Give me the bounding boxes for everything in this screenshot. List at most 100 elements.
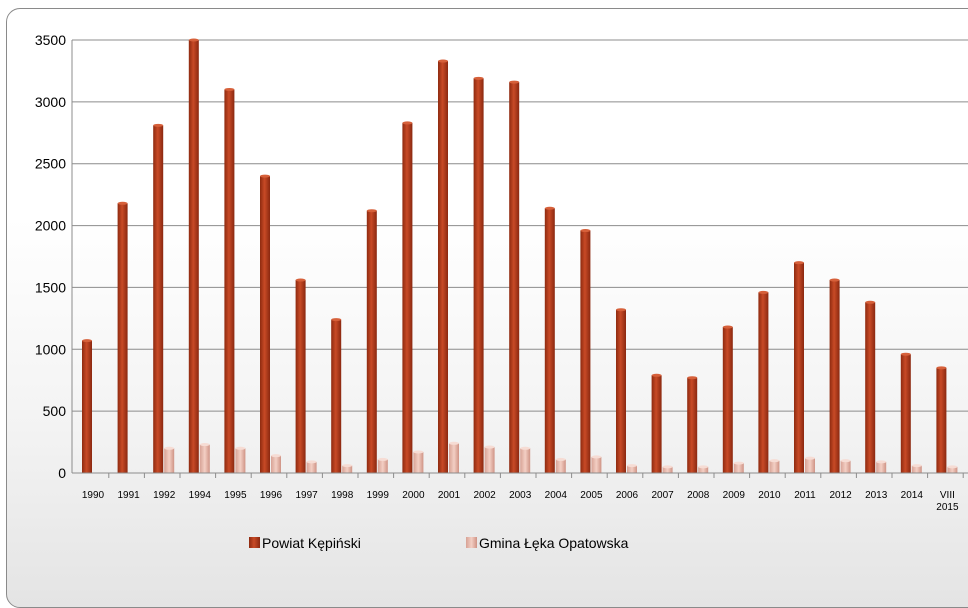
bar-gmina-1994: [199, 444, 210, 473]
bar-gmina-1998: [342, 465, 353, 473]
legend: Powiat Kępiński Gmina Łęka Opatowska: [249, 535, 629, 551]
bar-powiat-1997: [295, 280, 306, 473]
bar-cap: [805, 456, 815, 460]
x-tick-label: 1998: [331, 490, 354, 501]
legend-swatch-powiat: [249, 537, 260, 548]
bars: [82, 38, 958, 474]
bar-cap: [947, 465, 958, 469]
bar-cap: [366, 209, 377, 213]
x-tick-label: 1992: [153, 490, 176, 501]
bar-powiat-2005: [580, 230, 591, 473]
x-tick-label: 1994: [189, 490, 212, 501]
y-tick-label: 3000: [35, 94, 66, 110]
bar-cap: [164, 446, 175, 450]
bar-gmina-2002: [484, 447, 495, 473]
x-tick-label: 1995: [224, 490, 247, 501]
x-tick-label: 1997: [295, 490, 318, 501]
bar-cap: [794, 261, 804, 265]
bar-gmina-2008: [698, 466, 709, 473]
y-tick-label: 3500: [35, 32, 66, 48]
bar-gmina-2010: [769, 460, 780, 473]
bar-cap: [829, 278, 840, 282]
x-tick-label: 2012: [829, 490, 852, 501]
x-tick-label: 2009: [723, 490, 746, 501]
bar-gmina-VIII-2015: [947, 466, 958, 473]
x-tick-label: 1999: [367, 490, 390, 501]
x-tick-label: 2014: [901, 490, 924, 501]
bar-cap: [911, 464, 922, 468]
bar-gmina-2001: [449, 443, 459, 473]
bar-cap: [662, 465, 673, 469]
bar-cap: [377, 457, 388, 461]
x-tick-label: 2003: [509, 490, 532, 501]
bar-powiat-1992: [153, 125, 164, 473]
bar-powiat-VIII-2015: [936, 367, 947, 473]
y-tick-label: 2500: [35, 156, 66, 172]
x-tick-label: 2006: [616, 490, 639, 501]
bar-powiat-2012: [829, 280, 840, 473]
bar-gmina-2013: [876, 461, 887, 473]
bar-cap: [733, 461, 744, 465]
bar-gmina-2004: [555, 459, 566, 473]
x-tick-label: 1991: [117, 490, 140, 501]
bar-cap: [591, 455, 602, 459]
bar-cap: [758, 290, 769, 294]
bar-cap: [616, 308, 626, 312]
bar-cap: [876, 460, 887, 464]
bar-cap: [473, 76, 484, 80]
bar-powiat-1990: [82, 340, 92, 473]
y-tick-label: 1500: [35, 279, 66, 295]
bar-cap: [271, 454, 281, 458]
bar-powiat-2001: [438, 61, 448, 473]
y-tick-label: 0: [58, 465, 66, 481]
bar-gmina-2014: [911, 465, 922, 473]
bar-powiat-1999: [366, 210, 377, 473]
bar-powiat-1994: [188, 40, 199, 473]
x-tick-label: 2000: [402, 490, 425, 501]
bar-cap: [402, 121, 413, 125]
bar-gmina-2007: [662, 466, 673, 473]
bar-powiat-2006: [616, 309, 626, 473]
bar-cap: [840, 459, 851, 463]
bar-cap: [342, 464, 353, 468]
x-tick-label: 2013: [865, 490, 888, 501]
bar-cap: [438, 59, 448, 63]
bar-cap: [306, 460, 317, 464]
bar-cap: [722, 325, 733, 329]
bar-powiat-2008: [687, 377, 698, 473]
bar-cap: [651, 373, 662, 377]
bar-cap: [687, 376, 698, 380]
bar-powiat-2013: [865, 302, 876, 473]
x-axis: 1990 1991 1992 1994 1995 1996 1997 1998 1999 2000…: [72, 472, 968, 513]
bar-cap: [224, 87, 235, 91]
x-tick-label: 1990: [82, 490, 105, 501]
x-tick-label: 2001: [438, 490, 461, 501]
bar-cap: [555, 457, 566, 461]
bar-powiat-2003: [509, 82, 520, 473]
bar-powiat-1998: [331, 319, 342, 473]
bar-cap: [484, 445, 495, 449]
bar-cap: [295, 278, 306, 282]
x-tick-label: 2002: [473, 490, 496, 501]
bar-cap: [449, 441, 459, 445]
bar-gmina-1996: [271, 455, 281, 473]
bar-powiat-2004: [544, 208, 555, 473]
bar-gmina-1997: [306, 461, 317, 473]
bar-cap: [199, 443, 210, 447]
bar-cap: [413, 450, 424, 454]
bar-powiat-2000: [402, 122, 413, 473]
bar-powiat-1995: [224, 89, 235, 473]
bar-powiat-2010: [758, 292, 769, 473]
x-tick-label: 2007: [651, 490, 674, 501]
bar-cap: [520, 446, 531, 450]
bar-gmina-2006: [627, 465, 637, 473]
bar-gmina-2005: [591, 456, 602, 473]
bar-gmina-2009: [733, 463, 744, 473]
bar-cap: [580, 229, 591, 233]
legend-label-gmina: Gmina Łęka Opatowska: [479, 535, 629, 551]
x-tick-label: 1996: [260, 490, 283, 501]
bar-gmina-1995: [235, 448, 246, 473]
bar-powiat-1996: [260, 176, 270, 474]
bar-cap: [769, 459, 780, 463]
